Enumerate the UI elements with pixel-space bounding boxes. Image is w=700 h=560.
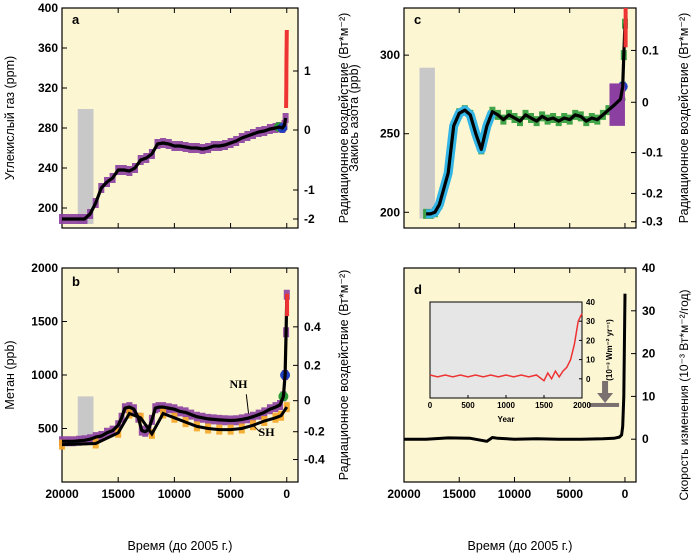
panel-b-annotation-NH: NH — [229, 377, 248, 391]
panel-d-marker-arrow — [597, 392, 614, 403]
panel-b-rtick-label: 0.2 — [304, 358, 321, 372]
panel-a-ytick-label: 280 — [38, 121, 58, 135]
inset-xtick-label: 500 — [461, 401, 475, 410]
inset-xtick-label: 0 — [428, 401, 433, 410]
panel-d-xtick-label: 20000 — [387, 487, 421, 501]
panel-b-ylabel: Метан (ppb) — [3, 340, 17, 409]
panel-c-ylabel: Закись азота (ppb) — [347, 64, 361, 171]
panel-b-nh-pointer — [245, 394, 250, 414]
panel-b-gray-bar — [77, 396, 94, 444]
inset-ytick-label: 40 — [586, 298, 595, 307]
panel-d-xtick-label: 15000 — [443, 487, 477, 501]
panel-d-rate-line — [404, 293, 627, 443]
panel-b: 20000 15000 10000 5000 0 500 1000 1500 2000 -0.4 -… — [3, 261, 351, 501]
panel-d-rtick-label: 40 — [642, 261, 656, 275]
panel-c-ylabel-right: Радиационное воздействие (Вт*м⁻²) — [677, 13, 691, 224]
panel-b-label: b — [72, 274, 80, 289]
panel-c-label: c — [414, 12, 421, 27]
panel-b-ytick-label: 1500 — [31, 315, 58, 329]
panel-c-rtick-label: 0 — [642, 95, 649, 109]
inset-xtick-label: 1500 — [535, 401, 553, 410]
panel-c-ytick-label: 250 — [380, 127, 400, 141]
panel-b-rtick-label: -0.4 — [304, 453, 325, 467]
inset-xtick-label: 2000 — [573, 401, 591, 410]
panel-b-instrumental — [285, 293, 290, 317]
panel-d-label: d — [414, 282, 422, 297]
panel-a-instrumental — [284, 29, 289, 109]
panel-a-rtick-label: -2 — [304, 212, 315, 226]
inset-ytick-label: 30 — [586, 317, 595, 326]
inset-xlabel: Year — [498, 415, 515, 424]
panel-a-label: a — [72, 12, 80, 27]
panel-b-sh-pointer — [251, 423, 261, 433]
panel-d-rtick-label: 20 — [642, 347, 656, 361]
panel-d-ylabel: Скорость изменения (10⁻³ Вт*м⁻²/год) — [677, 290, 691, 501]
inset-frame — [429, 301, 583, 399]
panel-b-curve-NH — [62, 294, 289, 443]
panel-b-xtick-label: 20000 — [45, 487, 79, 501]
panel-a-ytick-label: 400 — [38, 1, 58, 15]
panel-d-rtick-label: 30 — [642, 304, 656, 318]
panel-c-ytick-label: 200 — [380, 205, 400, 219]
panel-c-rtick-label: -0.1 — [642, 146, 663, 160]
panel-a-rtick-label: -1 — [304, 183, 315, 197]
panel-a-gray-bar — [77, 109, 94, 224]
inset-ytick-label: 0 — [586, 375, 591, 384]
panel-b-frame — [61, 267, 299, 483]
inset-rate-line — [429, 313, 583, 382]
panel-b-xtick-label: 10000 — [158, 487, 192, 501]
panel-b-rtick-label: 0.4 — [304, 320, 321, 334]
panel-c-rtick-label: 0.1 — [642, 43, 659, 57]
panel-d-marker-bar — [589, 402, 620, 407]
panel-b-xtick-label: 0 — [283, 487, 290, 501]
panel-a-curve-ice-core — [62, 117, 288, 221]
inset-chart: 0 500 1000 1500 2000 0 10 20 30 40 Year (10⁻³ Wm⁻… — [428, 298, 614, 424]
panel-c-rtick-label: -0.3 — [642, 215, 663, 229]
panel-c-ytick-label: 300 — [380, 48, 400, 62]
panel-b-xtick-label: 5000 — [217, 487, 244, 501]
panel-b-ytick-label: 1000 — [31, 368, 58, 382]
panel-c: 200 250 300 -0.3 -0.2 -0.1 0 0.1 c Закись азота… — [347, 7, 691, 229]
panel-a-ytick-label: 240 — [38, 161, 58, 175]
x-axis-label-right: Время (до 2005 г.) — [468, 539, 573, 553]
panel-b-ylabel-right: Радиационное воздействие (Вт*м⁻²) — [337, 270, 351, 481]
inset-ytick-label: 20 — [586, 336, 595, 345]
inset-ytick-label: 10 — [586, 356, 595, 365]
panel-b-curve-SH — [61, 406, 289, 447]
panel-b-ytick-label: 500 — [38, 422, 58, 436]
panel-d-xtick-label: 10000 — [498, 487, 532, 501]
panel-a: 200 240 280 320 360 400 -2 -1 0 1 a Углекислый га… — [3, 1, 351, 229]
panel-b-ytick-label: 2000 — [31, 261, 58, 275]
panel-a-ylabel: Углекислый газ (ppm) — [3, 56, 17, 180]
panel-d-xtick-label: 0 — [622, 487, 629, 501]
x-axis-label-left: Время (до 2005 г.) — [128, 539, 233, 553]
panel-d-rtick-label: 0 — [642, 432, 649, 446]
panel-a-rtick-label: 1 — [304, 64, 311, 78]
panel-b-rtick-label: -0.2 — [304, 425, 325, 439]
panel-c-instrumental — [623, 8, 628, 48]
panel-a-ytick-label: 360 — [38, 41, 58, 55]
panel-b-xtick-label: 15000 — [102, 487, 136, 501]
panel-a-ytick-label: 320 — [38, 81, 58, 95]
panel-a-ytick-label: 200 — [38, 201, 58, 215]
panel-d-marker-shaft — [602, 380, 609, 395]
panel-b-rtick-label: 0 — [304, 394, 311, 408]
panel-a-rtick-label: 0 — [304, 123, 311, 137]
inset-ylabel: (10⁻³ Wm⁻² yr⁻¹) — [605, 319, 614, 381]
panel-d-xtick-label: 5000 — [556, 487, 583, 501]
inset-xtick-label: 1000 — [497, 401, 515, 410]
panel-b-annotation-SH: SH — [259, 425, 276, 439]
panel-c-rtick-label: -0.2 — [642, 186, 663, 200]
panel-c-gray-bar — [419, 67, 435, 219]
panel-a-ylabel-right: Радиационное воздействие (Вт*м⁻²) — [337, 13, 351, 224]
panel-c-curve-ice-core — [426, 23, 627, 216]
panel-d-rtick-label: 10 — [642, 389, 656, 403]
